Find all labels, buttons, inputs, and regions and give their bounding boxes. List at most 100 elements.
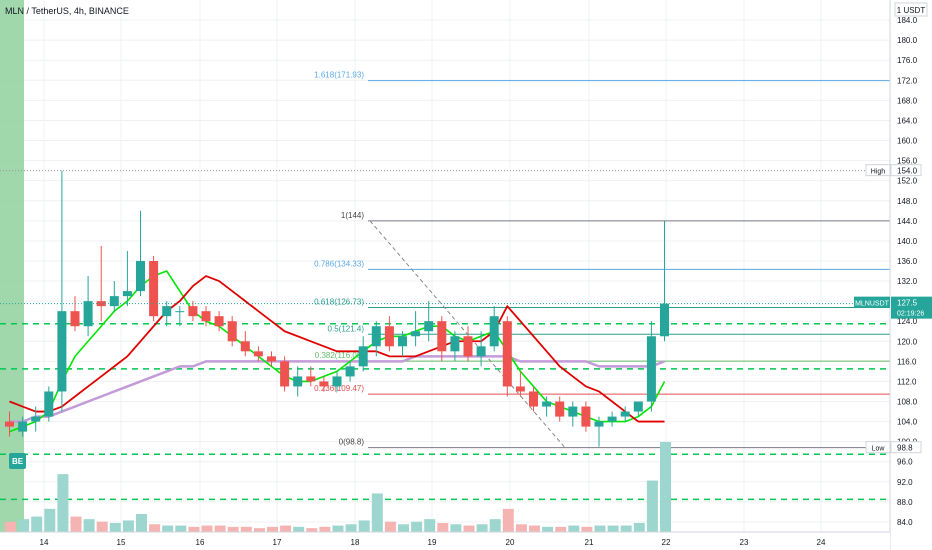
volume-bar	[57, 474, 69, 532]
volume-bar	[646, 480, 658, 532]
price-tick-label: 108.0	[897, 398, 918, 407]
candle-body	[384, 326, 394, 347]
moving-averages	[9, 270, 666, 433]
candle-body	[96, 301, 106, 307]
candle-body	[267, 356, 276, 362]
time-tick-label: 17	[273, 538, 282, 547]
candle-body	[542, 401, 552, 407]
low-tag	[865, 441, 891, 454]
high-tag-label: High	[871, 169, 886, 176]
candle-body	[162, 306, 172, 317]
volume-bar	[463, 525, 475, 532]
session-highlight-band	[0, 0, 24, 532]
candle-body	[594, 421, 604, 427]
candles[interactable]: BE	[5, 170, 669, 469]
volume-bar	[633, 523, 645, 532]
volume-bar	[424, 519, 436, 532]
candle-body	[398, 336, 407, 347]
price-tick-label: 164.0	[897, 116, 918, 125]
candle-body	[253, 351, 263, 357]
price-tick-label: 104.0	[897, 418, 918, 427]
candle-body	[463, 336, 473, 357]
candle-body	[109, 296, 119, 307]
price-markers: MLNUSDT 127.5 02:19:26 High 154.0 Low 98.8	[0, 164, 932, 454]
volume-bar	[398, 524, 409, 532]
volume-bar	[660, 442, 671, 532]
fib-retracement[interactable]: 1.618(171.93) 1(144) 0.786(134.33) 0.618(12…	[314, 71, 890, 449]
price-tick-label: 160.0	[897, 137, 918, 146]
candle-body	[529, 391, 538, 407]
candle-body	[345, 366, 355, 377]
volume-bar	[149, 524, 161, 532]
price-tick-label: 180.0	[897, 36, 918, 45]
time-tick-label: 22	[662, 538, 671, 547]
volume-bar	[267, 526, 278, 532]
candle-body	[188, 306, 198, 317]
be-badge	[9, 453, 26, 469]
candle-body	[358, 346, 368, 367]
candle-body	[83, 301, 93, 327]
volume-bar	[594, 525, 606, 532]
candle-body	[424, 321, 434, 332]
volume-bar	[476, 524, 488, 532]
volume-bar	[411, 521, 423, 532]
price-tick-label: 152.0	[897, 177, 918, 186]
volume-bar	[437, 523, 449, 532]
candle-body	[411, 331, 421, 337]
price-tick-label: 168.0	[897, 96, 918, 105]
volume-bar	[581, 526, 593, 532]
candle-body	[306, 376, 316, 382]
time-tick-label: 21	[585, 538, 594, 547]
be-badge-label: BE	[12, 457, 24, 466]
high-tag	[865, 164, 891, 177]
price-tick-label: 140.0	[897, 237, 918, 246]
price-tick-label: 144.0	[897, 217, 918, 226]
volume-bar	[96, 521, 108, 532]
time-tick-label: 24	[817, 538, 826, 547]
volume-bar	[136, 514, 147, 532]
fib-level-label: 1.618(171.93)	[314, 71, 364, 80]
price-tick-label: 184.0	[897, 16, 918, 25]
fib-level-label: 0.786(134.33)	[314, 259, 364, 268]
price-tick-label: 148.0	[897, 197, 918, 206]
candle-body	[332, 376, 342, 387]
volume-bar	[568, 525, 580, 532]
price-tick-label: 92.0	[897, 478, 913, 487]
candle-body	[122, 291, 132, 297]
high-value-tag	[890, 164, 922, 177]
volume-bars	[5, 442, 671, 532]
volume-bar	[162, 525, 174, 532]
candle-body	[201, 311, 211, 322]
price-tick-label: 112.0	[897, 377, 917, 386]
candle-body	[240, 341, 250, 352]
candle-body	[371, 326, 381, 347]
symbol-tag-label: MLNUSDT	[855, 301, 890, 308]
candle-body	[489, 316, 499, 347]
candle-body	[620, 411, 630, 417]
volume-bar	[109, 523, 121, 532]
fib-level-label: 0.236(109.47)	[314, 384, 364, 393]
volume-bar	[214, 525, 226, 532]
chart-grid	[0, 0, 890, 532]
fib-level-label: 0(98.8)	[339, 438, 365, 447]
candle-body	[646, 336, 656, 402]
candle-body	[31, 416, 41, 422]
time-axis[interactable]: 14 15 16 17 18 19 20 21 22 23 24	[0, 531, 890, 550]
volume-bar	[280, 525, 292, 532]
candle-body	[660, 303, 669, 337]
volume-bar	[332, 525, 344, 532]
price-tick-label: 116.0	[897, 357, 917, 366]
fib-level-label: 0.5(121.4)	[328, 324, 365, 333]
candle-body	[5, 421, 14, 427]
volume-bar	[358, 520, 370, 532]
volume-bar	[18, 519, 30, 532]
candle-body	[136, 260, 145, 292]
volume-bar	[529, 525, 540, 532]
volume-bar	[620, 525, 632, 532]
time-tick-label: 14	[40, 538, 49, 547]
price-tick-label: 124.0	[897, 317, 918, 326]
volume-bar	[607, 525, 619, 532]
candle-body	[280, 361, 290, 387]
